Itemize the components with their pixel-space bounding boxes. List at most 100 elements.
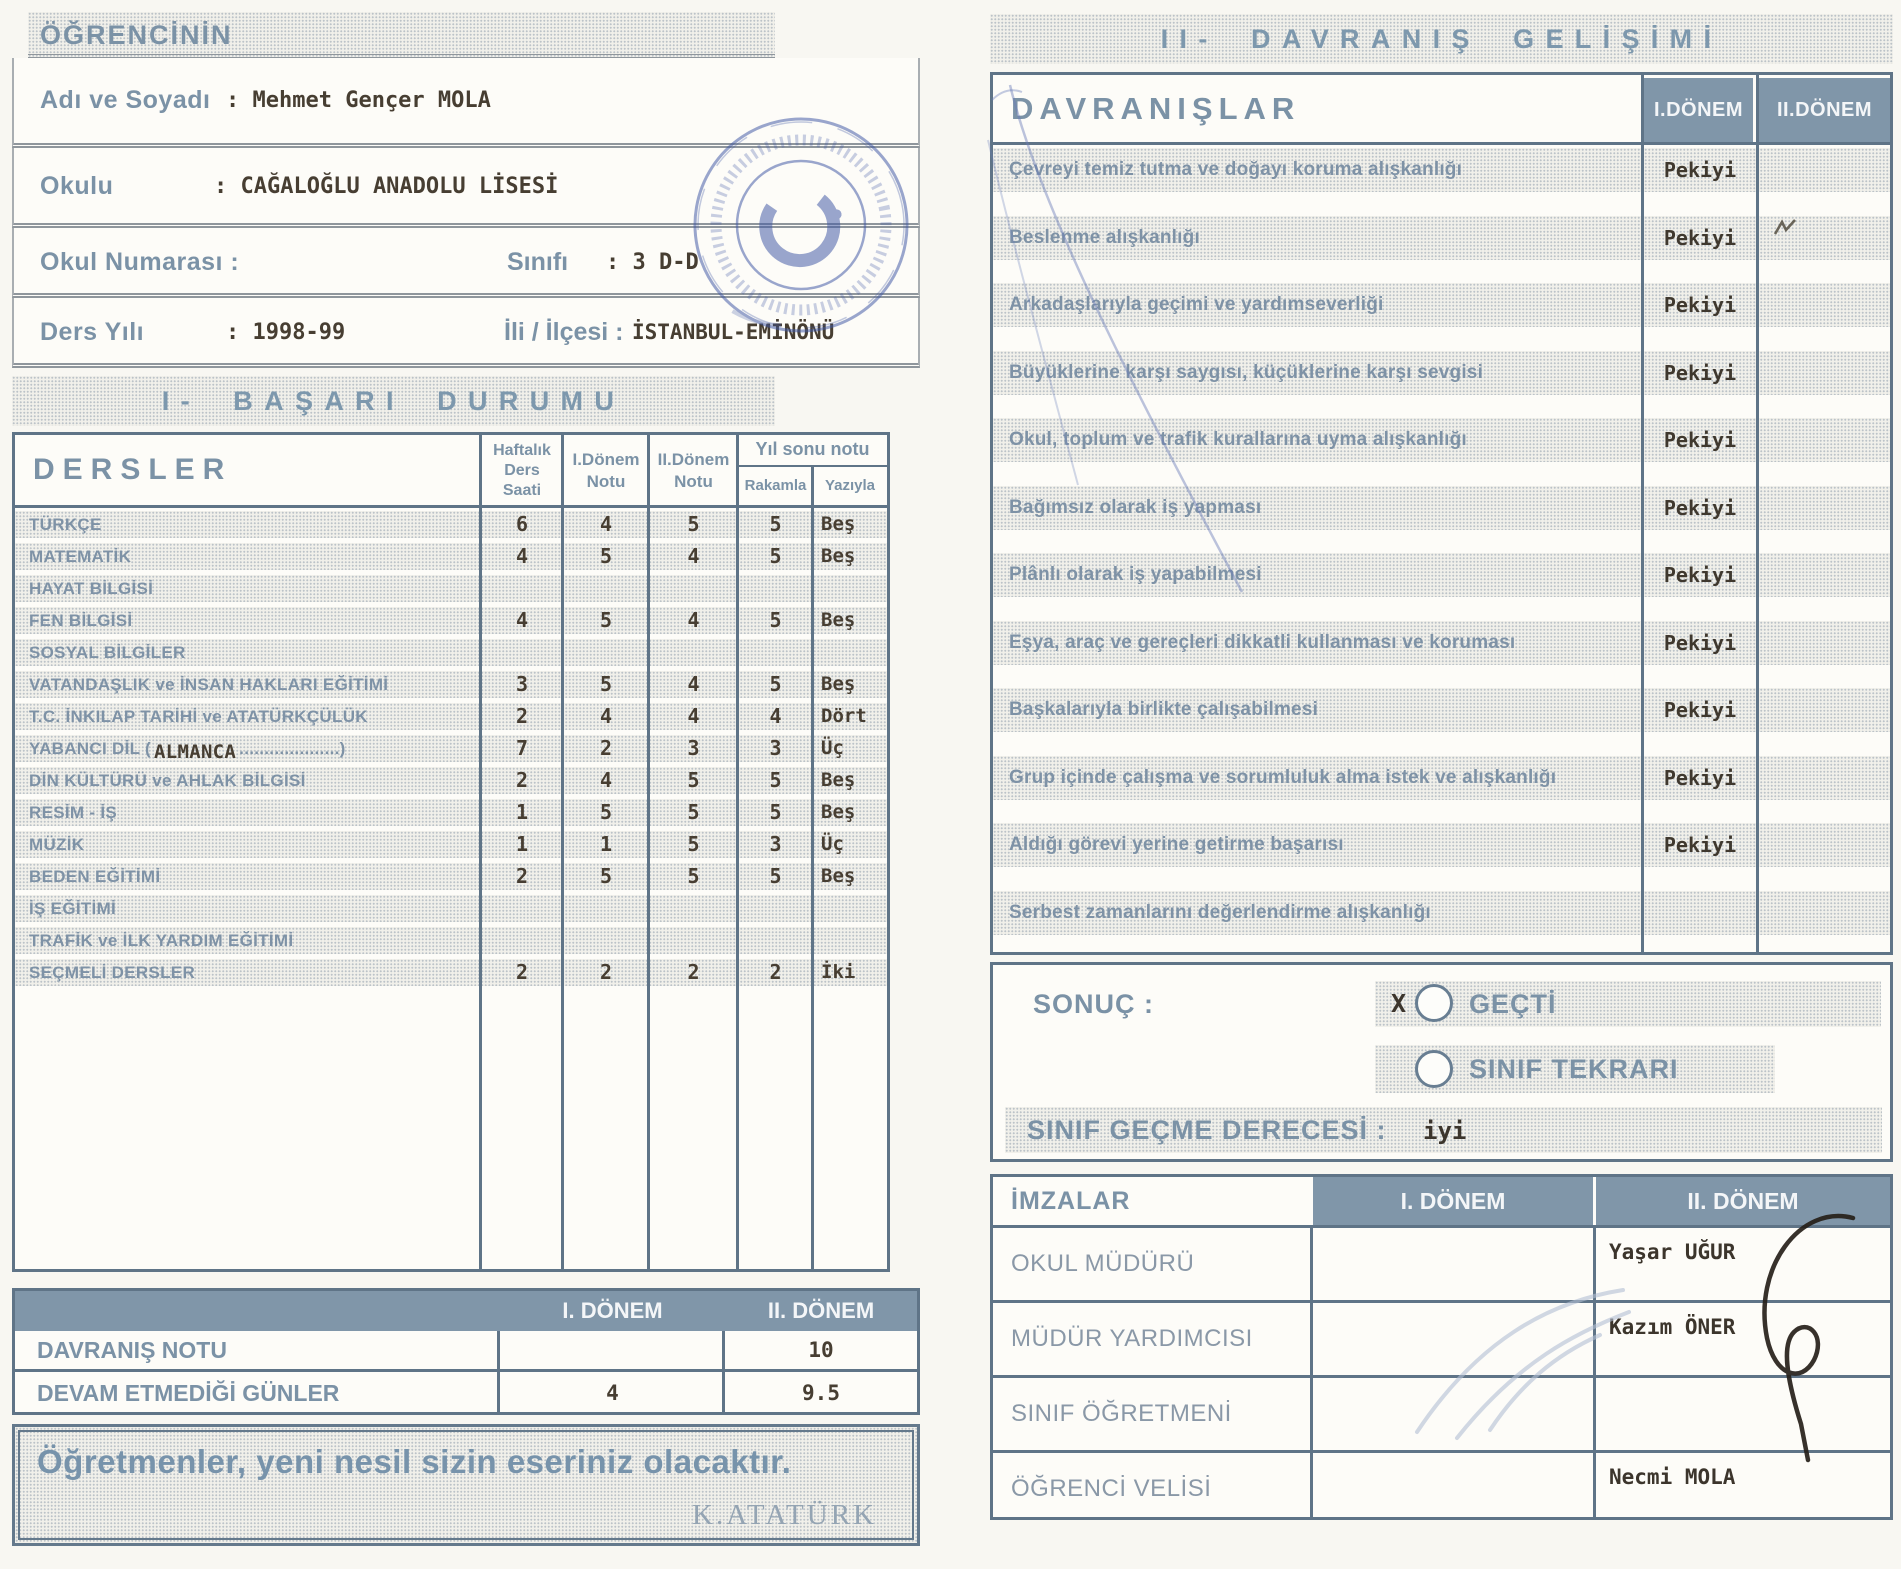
repeat-label: SINIF TEKRARI: [1469, 1054, 1679, 1084]
course-row: DİN KÜLTÜRÜ ve AHLAK BİLGİSİ 2 4 5 5 Beş: [15, 767, 887, 794]
district-label: İli / İlçesi :: [504, 318, 624, 346]
term2-header: II.Dönem Notu: [657, 450, 730, 492]
conduct-table-header: I. DÖNEM II. DÖNEM: [15, 1291, 917, 1331]
behavior-row: Serbest zamanlarını değerlendirme alışka…: [993, 891, 1890, 935]
behavior-row: Eşya, araç ve gereçleri dikkatli kullanm…: [993, 621, 1890, 665]
year-label: Ders Yılı: [40, 318, 145, 346]
course-row: RESİM - İŞ 1 5 5 5 Beş: [15, 799, 887, 826]
student-name-row: Adı ve Soyadı : Mehmet Gençer MOLA: [12, 58, 920, 148]
school-value: : CAĞALOĞLU ANADOLU LİSESİ: [214, 174, 559, 199]
stamp-icon: [693, 117, 909, 333]
signature-row: SINIF ÖĞRETMENİ: [993, 1375, 1890, 1450]
behavior-row: Okul, toplum ve trafik kurallarına uyma …: [993, 418, 1890, 462]
school-number-label: Okul Numarası :: [40, 248, 240, 276]
quote-inner-border: [18, 1430, 914, 1540]
pass-degree-band: SINIF GEÇME DERECESİ : iyi: [1005, 1107, 1882, 1153]
course-row: MATEMATİK 4 5 4 5 Beş: [15, 543, 887, 570]
result-label: SONUÇ :: [1033, 989, 1154, 1019]
student-section-title: ÖĞRENCİNİN: [40, 20, 233, 50]
signatures-header-row: İMZALAR I. DÖNEM II. DÖNEM: [993, 1177, 1890, 1225]
behavior-row: Bağımsız olarak iş yapması Pekiyi: [993, 486, 1890, 530]
year-district-row: Ders Yılı : 1998-99 İli / İlçesi : İSTAN…: [12, 298, 920, 368]
column-line: [647, 435, 650, 1269]
class-label: Sınıfı: [507, 248, 569, 276]
student-section-band: ÖĞRENCİNİN: [28, 12, 775, 58]
behaviors-term2-header: II.DÖNEM: [1759, 78, 1890, 142]
passed-radio-circle: [1415, 984, 1453, 1022]
pass-degree-label: SINIF GEÇME DERECESİ :: [1027, 1115, 1387, 1145]
year-end-header: Yıl sonu notu: [755, 439, 870, 459]
behaviors-term1-header: I.DÖNEM: [1644, 78, 1753, 142]
signature-scribble: [1762, 1213, 1856, 1463]
quote-text: Öğretmenler, yeni nesil sizin eseriniz o…: [37, 1443, 792, 1480]
passed-x-mark: X: [1391, 989, 1407, 1018]
class-value: : 3 D-D: [606, 250, 699, 275]
behaviors-table-header: DAVRANIŞLAR I.DÖNEM II.DÖNEM: [993, 75, 1890, 145]
behavior-section-band: II- DAVRANIŞ GELİŞİMİ: [990, 14, 1893, 64]
result-box: SONUÇ : X GEÇTİ SINIF TEKRARI SINIF GEÇM…: [990, 962, 1893, 1162]
behavior-row: Plânlı olarak iş yapabilmesi Pekiyi: [993, 553, 1890, 597]
passed-option-band: X GEÇTİ: [1375, 981, 1881, 1027]
success-section-title: I- BAŞARI DURUMU: [161, 386, 626, 416]
behavior-section-title: II- DAVRANIŞ GELİŞİMİ: [1160, 24, 1723, 54]
pass-degree-value: iyi: [1423, 1117, 1467, 1145]
column-line: [1641, 75, 1644, 952]
faint-signature-scribble: [1415, 1288, 1631, 1440]
signatures-header: İMZALAR: [1011, 1187, 1131, 1215]
course-row: SEÇMELİ DERSLER 2 2 2 2 İki: [15, 959, 887, 986]
success-section-band: I- BAŞARI DURUMU: [12, 376, 775, 426]
behavior-row: Arkadaşlarıyla geçimi ve yardımseverliği…: [993, 283, 1890, 327]
column-line: [1310, 1225, 1313, 1520]
language-typed-value: ALMANCA: [153, 741, 237, 763]
course-row: TRAFİK ve İLK YARDIM EĞİTİMİ: [15, 927, 887, 954]
behavior-row: Başkalarıyla birlikte çalışabilmesi Pekiy…: [993, 688, 1890, 732]
behavior-row: Grup içinde çalışma ve sorumluluk alma i…: [993, 756, 1890, 800]
course-row: HAYAT BİLGİSİ: [15, 575, 887, 602]
behavior-row: Aldığı görevi yerine getirme başarısı Pek…: [993, 823, 1890, 867]
grades-table: DERSLER Haftalık Ders Saati I.Dönem Notu…: [12, 432, 890, 1272]
signatures-term2-header: II. DÖNEM: [1596, 1177, 1890, 1225]
course-row: SOSYAL BİLGİLER: [15, 639, 887, 666]
course-row: VATANDAŞLIK ve İNSAN HAKLARI EĞİTİMİ 3 5 4 5…: [15, 671, 887, 698]
repeat-option-band: SINIF TEKRARI: [1375, 1045, 1775, 1093]
column-line: [1593, 1225, 1596, 1520]
conduct-table: I. DÖNEM II. DÖNEM DAVRANIŞ NOTU 10 DEVA…: [12, 1288, 920, 1415]
absence-row: DEVAM ETMEDİĞİ GÜNLER 4 9.5: [37, 1380, 840, 1406]
signatures-table: İMZALAR I. DÖNEM II. DÖNEM OKUL MÜDÜRÜ Ya…: [990, 1174, 1893, 1520]
ink-streak: [987, 84, 1244, 593]
signature-row: MÜDÜR YARDIMCISI Kazım ÖNER: [993, 1300, 1890, 1375]
signature-row: ÖĞRENCİ VELİSİ Necmi MOLA: [993, 1450, 1890, 1520]
column-line: [561, 435, 564, 1269]
term1-header: I.Dönem Notu: [572, 450, 640, 492]
quote-box: Öğretmenler, yeni nesil sizin eseriniz o…: [12, 1424, 920, 1546]
signatures-term1-header: I. DÖNEM: [1313, 1177, 1593, 1225]
course-row: TÜRKÇE 6 4 5 5 Beş: [15, 511, 887, 538]
conduct-grade-row: DAVRANIŞ NOTU 10: [15, 1331, 917, 1372]
number-class-row: Okul Numarası : Sınıfı : 3 D-D: [12, 228, 920, 298]
written-header: Yazıyla: [824, 477, 876, 494]
behaviors-header: DAVRANIŞLAR: [1011, 91, 1301, 126]
school-label: Okulu: [40, 172, 114, 200]
name-label: Adı ve Soyadı: [40, 86, 211, 114]
column-line: [722, 1331, 725, 1412]
column-line: [736, 435, 739, 1269]
conduct-term2-header: II. DÖNEM: [767, 1298, 875, 1323]
name-value: : Mehmet Gençer MOLA: [226, 88, 491, 113]
grades-table-header: DERSLER Haftalık Ders Saati I.Dönem Notu…: [15, 435, 887, 508]
signature-row: OKUL MÜDÜRÜ Yaşar UĞUR: [993, 1225, 1890, 1300]
course-row: İŞ EĞİTİMİ: [15, 895, 887, 922]
hours-header: Haftalık Ders Saati: [493, 442, 551, 499]
course-row: T.C. İNKILAP TARİHİ ve ATATÜRKÇÜLÜK 2 4 4 4 D…: [15, 703, 887, 730]
course-row: FEN BİLGİSİ 4 5 4 5 Beş: [15, 607, 887, 634]
behavior-row: Çevreyi temiz tutma ve doğayı koruma alı…: [993, 148, 1890, 192]
column-line: [1756, 75, 1759, 952]
course-row: MÜZİK 1 1 5 3 Üç: [15, 831, 887, 858]
column-line: [497, 1331, 500, 1412]
behavior-row: Beslenme alışkanlığı Pekiyi: [993, 216, 1890, 260]
behavior-row: Büyüklerine karşı saygısı, küçüklerine k…: [993, 351, 1890, 395]
ink-mark-icon: [1773, 219, 1796, 235]
course-row: BEDEN EĞİTİMİ 2 5 5 5 Beş: [15, 863, 887, 890]
column-line: [811, 467, 814, 1269]
passed-label: GEÇTİ: [1469, 989, 1557, 1019]
